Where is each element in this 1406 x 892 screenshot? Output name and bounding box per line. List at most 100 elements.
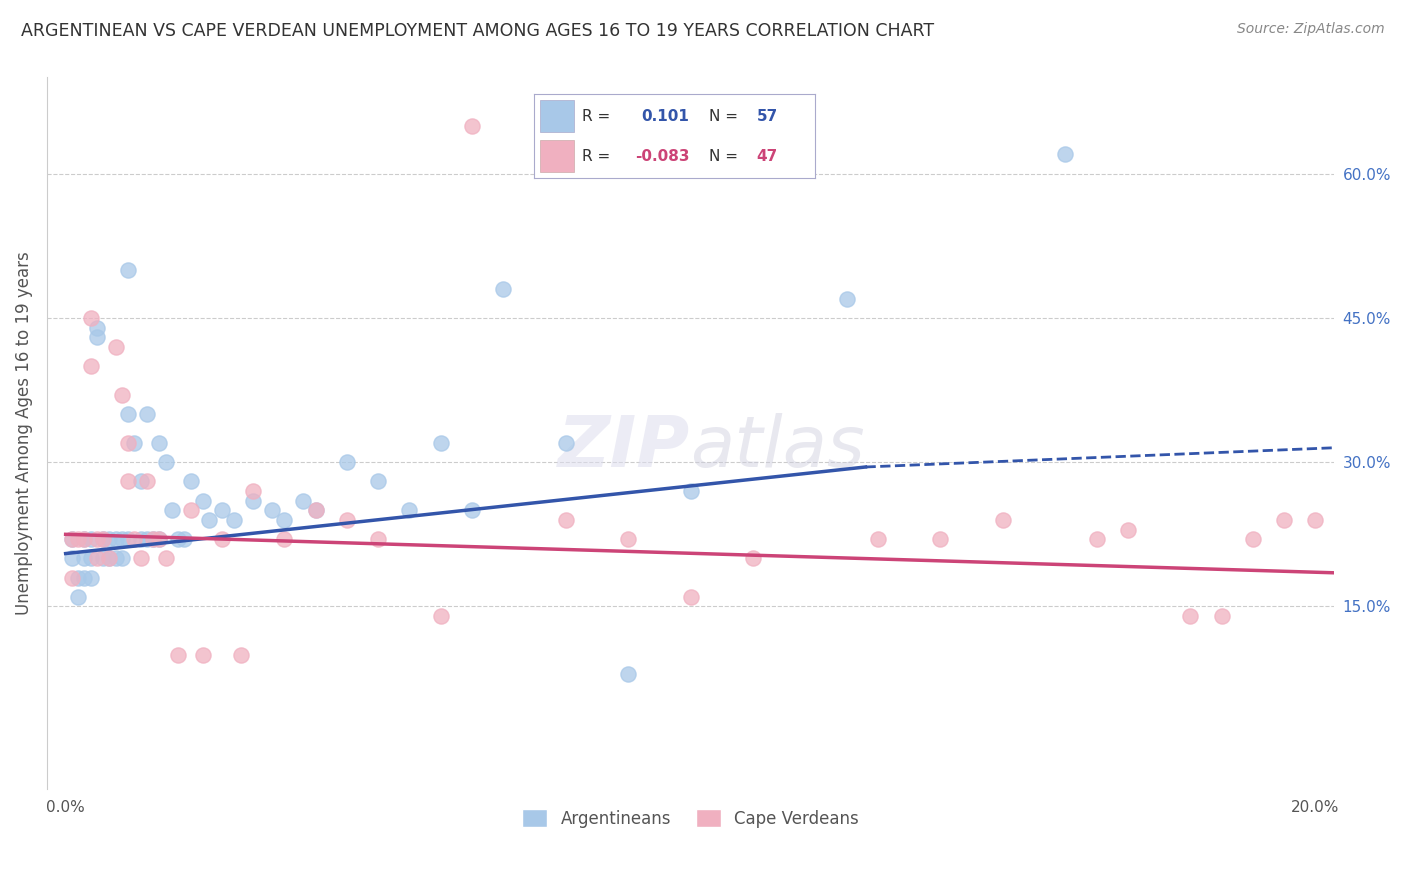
Point xyxy=(1272,513,1295,527)
Point xyxy=(429,436,451,450)
Point xyxy=(167,648,190,662)
Point xyxy=(91,532,114,546)
Point xyxy=(1180,609,1202,624)
Point xyxy=(929,532,952,546)
Point xyxy=(991,513,1014,527)
Text: N =: N = xyxy=(709,149,738,164)
Point xyxy=(124,532,146,546)
Point xyxy=(117,475,139,489)
Point xyxy=(135,532,157,546)
Point xyxy=(292,493,315,508)
Point xyxy=(135,475,157,489)
Point xyxy=(60,571,83,585)
Point xyxy=(86,532,108,546)
Point xyxy=(554,513,576,527)
Point xyxy=(91,551,114,566)
Point xyxy=(1054,147,1077,161)
Point xyxy=(117,407,139,421)
Point xyxy=(260,503,283,517)
Point xyxy=(160,503,183,517)
Point xyxy=(1241,532,1264,546)
Y-axis label: Unemployment Among Ages 16 to 19 years: Unemployment Among Ages 16 to 19 years xyxy=(15,252,32,615)
Point xyxy=(198,513,221,527)
Point xyxy=(98,551,121,566)
Point xyxy=(111,532,134,546)
Point xyxy=(1336,609,1358,624)
Point xyxy=(155,551,177,566)
Point xyxy=(79,571,101,585)
Point xyxy=(1085,532,1108,546)
Point xyxy=(224,513,246,527)
Point xyxy=(79,532,101,546)
Point xyxy=(742,147,765,161)
Point xyxy=(104,340,127,354)
Point xyxy=(742,551,765,566)
Point xyxy=(679,483,702,498)
Point xyxy=(191,493,214,508)
Point xyxy=(304,503,326,517)
Legend: Argentineans, Cape Verdeans: Argentineans, Cape Verdeans xyxy=(516,803,866,834)
Point xyxy=(67,590,90,604)
Text: R =: R = xyxy=(582,149,610,164)
Point xyxy=(117,436,139,450)
Text: 57: 57 xyxy=(756,109,778,124)
Point xyxy=(79,551,101,566)
Point xyxy=(73,532,96,546)
Point xyxy=(73,532,96,546)
Text: ARGENTINEAN VS CAPE VERDEAN UNEMPLOYMENT AMONG AGES 16 TO 19 YEARS CORRELATION C: ARGENTINEAN VS CAPE VERDEAN UNEMPLOYMENT… xyxy=(21,22,934,40)
Text: Source: ZipAtlas.com: Source: ZipAtlas.com xyxy=(1237,22,1385,37)
Point xyxy=(111,551,134,566)
Point xyxy=(617,532,640,546)
Point xyxy=(67,532,90,546)
Point xyxy=(60,532,83,546)
Text: atlas: atlas xyxy=(690,413,865,482)
Point xyxy=(142,532,165,546)
Point xyxy=(129,532,152,546)
Point xyxy=(86,330,108,344)
Point xyxy=(866,532,889,546)
Point xyxy=(142,532,165,546)
Point xyxy=(104,551,127,566)
Point xyxy=(67,571,90,585)
Point xyxy=(167,532,190,546)
Point xyxy=(104,532,127,546)
Point xyxy=(492,282,515,296)
Point xyxy=(73,551,96,566)
Point xyxy=(679,590,702,604)
Point xyxy=(191,648,214,662)
Point xyxy=(79,310,101,325)
Point xyxy=(1211,609,1233,624)
Point xyxy=(273,513,295,527)
Point xyxy=(367,532,389,546)
Point xyxy=(173,532,195,546)
Text: 47: 47 xyxy=(756,149,778,164)
Point xyxy=(148,532,170,546)
Point xyxy=(86,320,108,334)
Point xyxy=(211,503,233,517)
Point xyxy=(180,503,202,517)
Point xyxy=(60,532,83,546)
Point xyxy=(111,388,134,402)
Point xyxy=(835,292,858,306)
Text: N =: N = xyxy=(709,109,738,124)
Point xyxy=(135,407,157,421)
Point xyxy=(117,262,139,277)
Point xyxy=(211,532,233,546)
Point xyxy=(60,551,83,566)
Point xyxy=(617,666,640,681)
Point xyxy=(117,532,139,546)
Text: 0.101: 0.101 xyxy=(641,109,689,124)
Point xyxy=(554,436,576,450)
Point xyxy=(336,455,359,469)
Bar xyxy=(540,140,574,172)
Point xyxy=(98,551,121,566)
Text: ZIP: ZIP xyxy=(558,413,690,482)
Point xyxy=(242,493,264,508)
Point xyxy=(461,119,484,133)
Point xyxy=(155,455,177,469)
Point xyxy=(86,551,108,566)
Point xyxy=(1116,523,1139,537)
Point xyxy=(1305,513,1327,527)
Text: -0.083: -0.083 xyxy=(636,149,690,164)
Point xyxy=(148,436,170,450)
